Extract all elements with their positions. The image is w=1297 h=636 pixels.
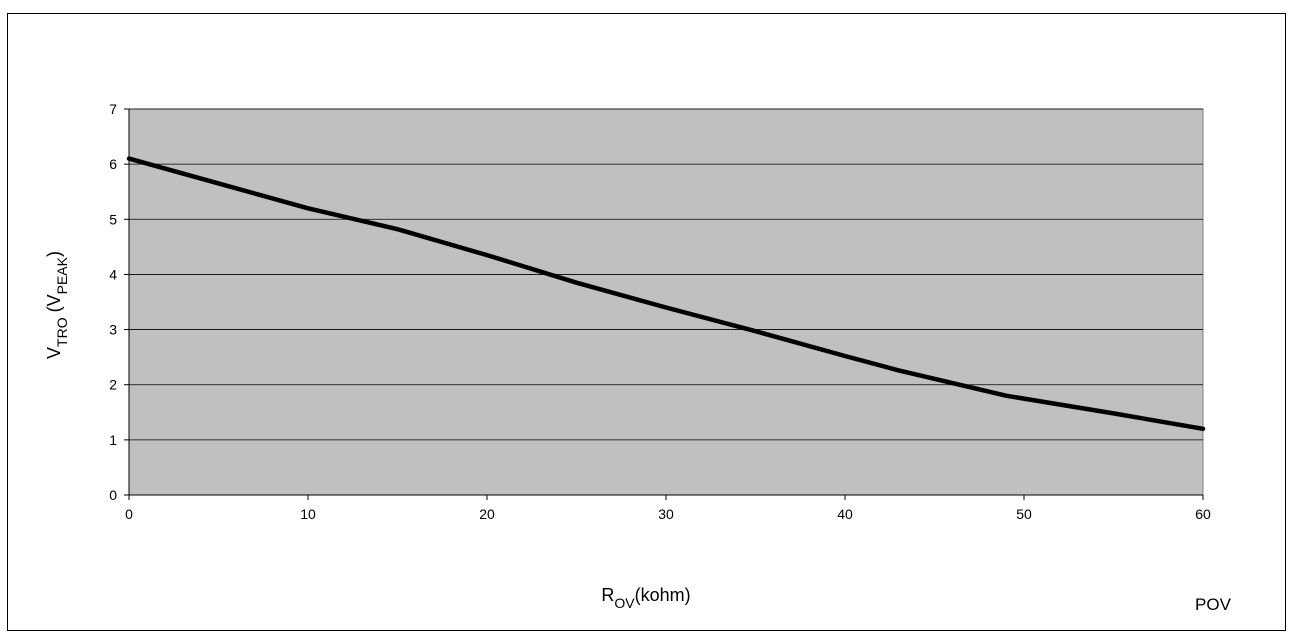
- corner-annotation: POV: [1195, 595, 1232, 614]
- y-tick-label: 0: [109, 487, 117, 503]
- x-tick-label: 0: [125, 506, 133, 522]
- x-axis-title-subscript: OV: [614, 595, 635, 611]
- x-tick-label: 50: [1016, 506, 1032, 522]
- y-axis-title-suffix: ): [44, 251, 64, 257]
- y-axis-title-subscript: TRO: [54, 317, 70, 347]
- x-axis-title: ROV(kohm): [601, 585, 690, 611]
- y-axis-title-main: V: [44, 347, 64, 359]
- y-tick-label: 2: [109, 377, 117, 393]
- x-tick-labels: 0 10 20 30 40 50 60: [125, 506, 1211, 522]
- y-tick-label: 3: [109, 322, 117, 338]
- x-tick-label: 10: [300, 506, 316, 522]
- y-tick-label: 5: [109, 211, 117, 227]
- plot-background: [128, 108, 1204, 496]
- plot-area: [128, 108, 1204, 496]
- y-tick-label: 1: [109, 432, 117, 448]
- x-tick-label: 20: [479, 506, 495, 522]
- y-axis-title: VTRO (VPEAK): [44, 251, 70, 359]
- y-axis-title-subscript2: PEAK: [54, 256, 70, 294]
- y-axis-title-middle: (V: [44, 294, 64, 317]
- x-tick-label: 40: [837, 506, 853, 522]
- x-axis-title-main: R: [601, 585, 614, 605]
- series-line: [126, 156, 1206, 432]
- x-tick-label: 60: [1195, 506, 1211, 522]
- series-layer: [126, 156, 1206, 432]
- y-tick-label: 6: [109, 156, 117, 172]
- x-tick-label: 30: [658, 506, 674, 522]
- x-axis-title-suffix: (kohm): [635, 585, 691, 605]
- gridlines: [129, 108, 1203, 441]
- axes: [124, 108, 1204, 500]
- y-tick-labels: 0 1 2 3 4 5 6 7: [109, 101, 117, 503]
- y-tick-label: 7: [109, 101, 117, 117]
- y-tick-label: 4: [109, 266, 117, 282]
